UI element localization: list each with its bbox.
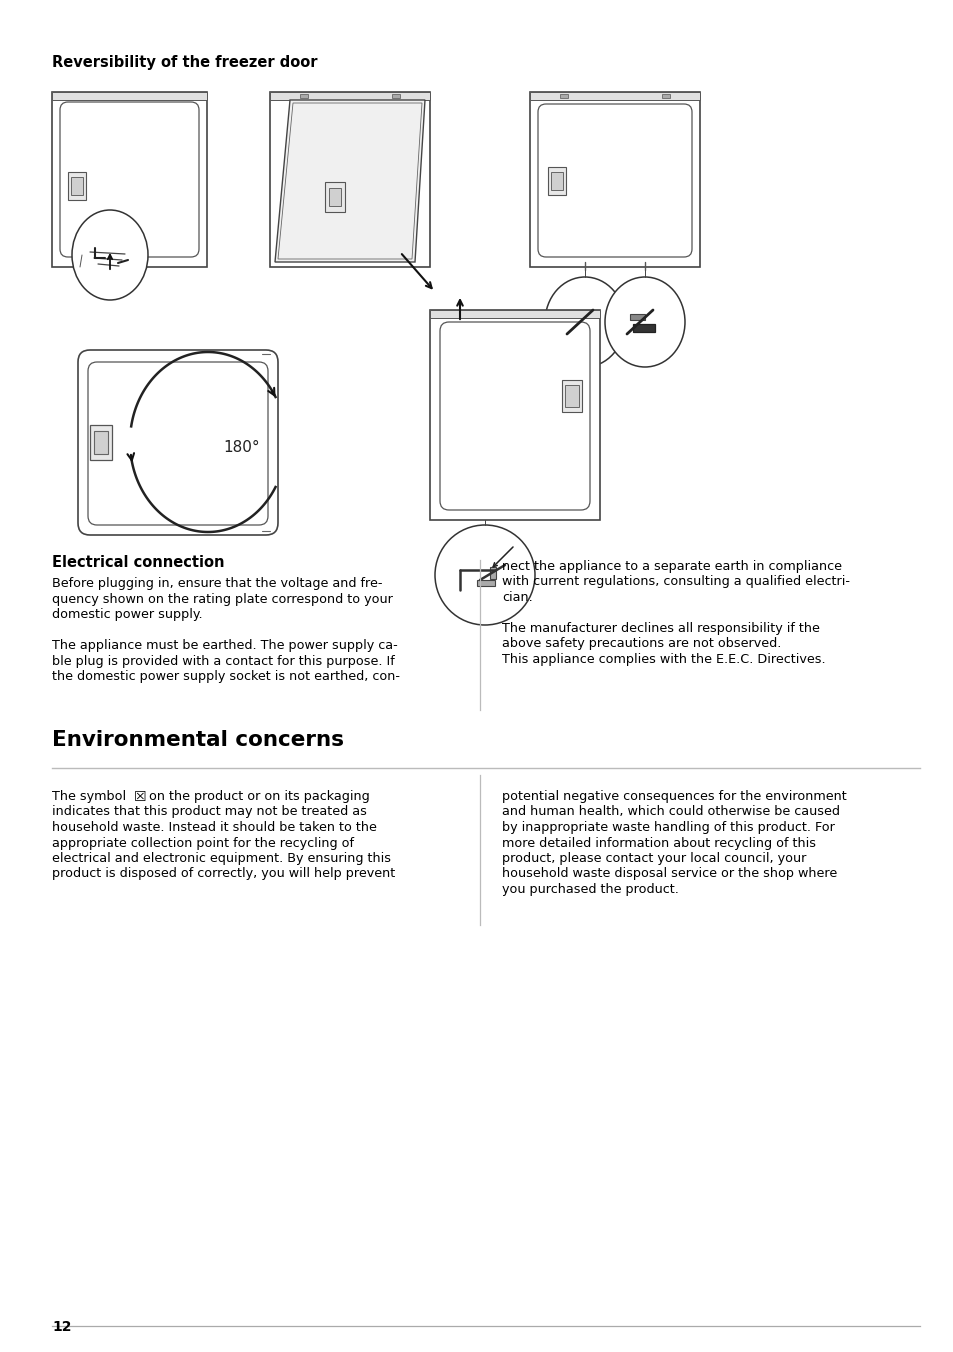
Bar — [561, 380, 581, 412]
Bar — [270, 92, 430, 100]
Text: Electrical connection: Electrical connection — [52, 556, 224, 571]
Text: indicates that this product may not be treated as: indicates that this product may not be t… — [52, 806, 367, 818]
Bar — [476, 580, 495, 585]
Bar — [68, 172, 86, 200]
Text: product, please contact your local council, your: product, please contact your local counc… — [501, 852, 805, 865]
Bar — [530, 92, 700, 266]
Bar — [573, 324, 595, 333]
Bar — [392, 95, 399, 97]
FancyBboxPatch shape — [537, 104, 691, 257]
Bar — [299, 95, 308, 97]
Bar — [71, 177, 83, 195]
Text: Environmental concerns: Environmental concerns — [52, 730, 344, 750]
Text: product is disposed of correctly, you will help prevent: product is disposed of correctly, you wi… — [52, 868, 395, 880]
Bar — [430, 310, 599, 521]
Text: This appliance complies with the E.E.C. Directives.: This appliance complies with the E.E.C. … — [501, 653, 824, 667]
Ellipse shape — [71, 210, 148, 300]
Text: 180°: 180° — [223, 439, 259, 454]
Text: Reversibility of the freezer door: Reversibility of the freezer door — [52, 55, 317, 70]
Bar — [94, 431, 108, 454]
Bar — [559, 95, 567, 97]
Text: ble plug is provided with a contact for this purpose. If: ble plug is provided with a contact for … — [52, 654, 395, 668]
Polygon shape — [274, 100, 424, 262]
Text: appropriate collection point for the recycling of: appropriate collection point for the rec… — [52, 837, 354, 849]
Bar — [661, 95, 669, 97]
Bar — [564, 385, 578, 407]
Ellipse shape — [544, 277, 624, 366]
Bar — [633, 324, 655, 333]
Text: and human health, which could otherwise be caused: and human health, which could otherwise … — [501, 806, 840, 818]
Ellipse shape — [604, 277, 684, 366]
FancyBboxPatch shape — [88, 362, 268, 525]
Text: potential negative consequences for the environment: potential negative consequences for the … — [501, 790, 846, 803]
Text: The appliance must be earthed. The power supply ca-: The appliance must be earthed. The power… — [52, 639, 397, 652]
FancyBboxPatch shape — [78, 350, 277, 535]
Text: above safety precautions are not observed.: above safety precautions are not observe… — [501, 638, 781, 650]
Bar — [270, 92, 430, 266]
Ellipse shape — [435, 525, 535, 625]
Text: household waste disposal service or the shop where: household waste disposal service or the … — [501, 868, 837, 880]
Text: domestic power supply.: domestic power supply. — [52, 608, 202, 621]
Text: household waste. Instead it should be taken to the: household waste. Instead it should be ta… — [52, 821, 376, 834]
Text: quency shown on the rating plate correspond to your: quency shown on the rating plate corresp… — [52, 592, 393, 606]
Text: Before plugging in, ensure that the voltage and fre-: Before plugging in, ensure that the volt… — [52, 577, 382, 589]
Bar — [325, 183, 345, 212]
Bar — [90, 425, 112, 460]
Bar — [547, 168, 565, 195]
FancyBboxPatch shape — [60, 101, 199, 257]
Text: The manufacturer declines all responsibility if the: The manufacturer declines all responsibi… — [501, 622, 819, 635]
Bar — [530, 92, 700, 100]
Bar — [52, 92, 207, 266]
Text: electrical and electronic equipment. By ensuring this: electrical and electronic equipment. By … — [52, 852, 391, 865]
Bar — [52, 92, 207, 100]
Text: nect the appliance to a separate earth in compliance: nect the appliance to a separate earth i… — [501, 560, 841, 573]
Text: ☒: ☒ — [133, 790, 147, 804]
Bar — [490, 566, 496, 579]
Text: you purchased the product.: you purchased the product. — [501, 883, 679, 896]
Text: on the product or on its packaging: on the product or on its packaging — [149, 790, 370, 803]
Text: more detailed information about recycling of this: more detailed information about recyclin… — [501, 837, 815, 849]
Bar — [430, 310, 599, 318]
Text: 12: 12 — [52, 1320, 71, 1334]
Text: The symbol: The symbol — [52, 790, 126, 803]
Bar — [569, 314, 584, 320]
FancyBboxPatch shape — [439, 322, 589, 510]
Bar — [329, 188, 340, 206]
Text: with current regulations, consulting a qualified electri-: with current regulations, consulting a q… — [501, 576, 849, 588]
Bar — [629, 314, 644, 320]
Text: the domestic power supply socket is not earthed, con-: the domestic power supply socket is not … — [52, 671, 399, 683]
Text: by inappropriate waste handling of this product. For: by inappropriate waste handling of this … — [501, 821, 834, 834]
Text: cian.: cian. — [501, 591, 532, 604]
Bar — [551, 172, 562, 191]
